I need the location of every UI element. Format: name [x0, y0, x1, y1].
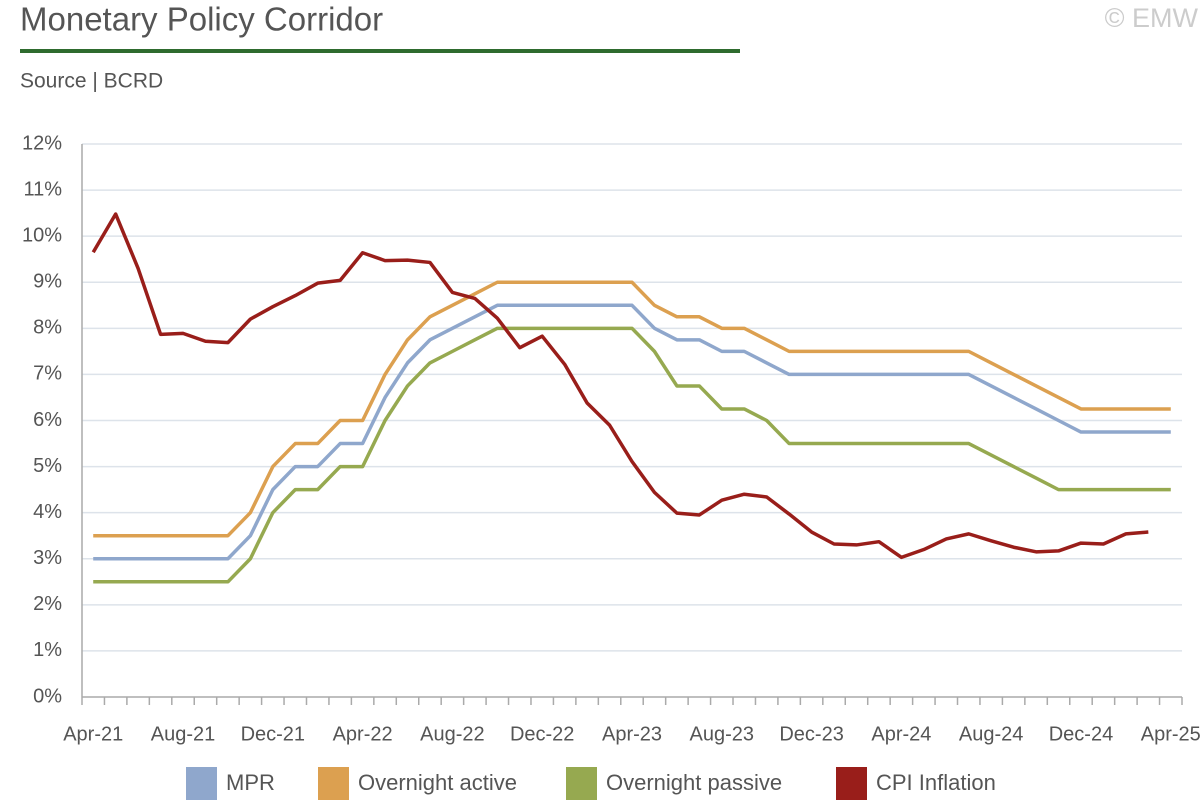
line-series	[93, 280, 1171, 538]
x-tick-label: Apr-21	[63, 723, 123, 745]
x-tick-label: Dec-22	[510, 723, 574, 745]
legend-swatch	[186, 767, 217, 800]
y-tick-label: 11%	[23, 178, 62, 200]
y-tick-label: 8%	[33, 317, 62, 339]
x-tick-label: Aug-22	[420, 723, 485, 745]
legend-label: Overnight passive	[606, 770, 782, 795]
y-tick-label: 5%	[33, 455, 62, 477]
legend-swatch	[836, 767, 867, 800]
legend-swatch	[566, 767, 597, 800]
title-underline	[20, 49, 740, 53]
x-tick-label: Dec-21	[241, 723, 305, 745]
x-tick-label: Apr-24	[871, 723, 931, 745]
legend-label: Overnight active	[358, 770, 517, 795]
y-tick-label: 3%	[33, 547, 62, 569]
x-tick-label: Dec-24	[1049, 723, 1113, 745]
legend-label: CPI Inflation	[876, 770, 996, 795]
y-tick-label: 0%	[33, 685, 62, 707]
line-series	[93, 326, 1171, 584]
x-tick-label: Apr-22	[333, 723, 393, 745]
y-tick-label: 4%	[33, 501, 62, 523]
x-tick-label: Dec-23	[779, 723, 843, 745]
line-series	[91, 212, 1149, 560]
legend-swatch	[318, 767, 349, 800]
y-tick-label: 10%	[22, 224, 62, 246]
legend-label: MPR	[226, 770, 275, 795]
subtitle: Source | BCRD	[20, 70, 163, 93]
x-tick-label: Aug-23	[690, 723, 755, 745]
line-series	[93, 303, 1171, 561]
y-tick-label: 12%	[22, 132, 62, 154]
watermark: © EMW	[1105, 3, 1199, 33]
y-tick-label: 1%	[33, 639, 62, 661]
y-tick-label: 9%	[33, 271, 62, 293]
chart-title: Monetary Policy Corridor	[20, 1, 383, 38]
y-tick-label: 7%	[33, 363, 62, 385]
x-tick-label: Apr-25	[1141, 723, 1200, 745]
x-tick-label: Apr-23	[602, 723, 662, 745]
y-tick-label: 2%	[33, 593, 62, 615]
x-tick-label: Aug-21	[151, 723, 216, 745]
y-tick-label: 6%	[33, 409, 62, 431]
x-tick-label: Aug-24	[959, 723, 1024, 745]
